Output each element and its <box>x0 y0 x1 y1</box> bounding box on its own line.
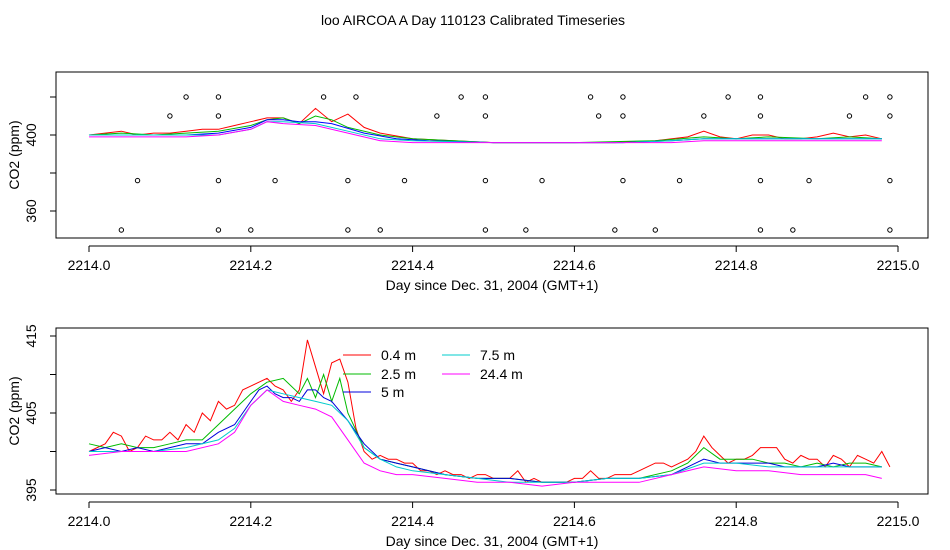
data-point <box>215 227 222 233</box>
data-point <box>118 227 125 233</box>
y-axis-label-1: CO2 (ppm) <box>6 120 22 189</box>
series-lines-2 <box>88 339 891 487</box>
x-axis-2: 2214.0 2214.2 2214.4 2214.6 2214.8 2215.0 <box>68 501 920 529</box>
data-point <box>725 94 731 100</box>
y-axis-label-2: CO2 (ppm) <box>6 376 22 445</box>
y-tick-label: 415 <box>23 324 39 348</box>
data-point <box>215 113 222 119</box>
chart-title: loo AIRCOA A Day 110123 Calibrated Times… <box>321 12 625 28</box>
data-point <box>320 94 327 100</box>
data-point <box>377 227 383 233</box>
y-tick-label: 360 <box>23 199 39 223</box>
x-tick-label: 2215.0 <box>877 513 920 529</box>
data-point <box>757 113 764 119</box>
x-axis-label-1: Day since Dec. 31, 2004 (GMT+1) <box>386 277 599 293</box>
x-tick-label: 2214.0 <box>68 257 111 273</box>
y-tick-label: 395 <box>23 478 39 502</box>
data-point <box>183 94 189 100</box>
data-point <box>887 227 893 233</box>
legend-label: 24.4 m <box>480 366 523 382</box>
data-point <box>482 177 489 184</box>
x-tick-label: 2215.0 <box>877 257 920 273</box>
data-point <box>757 177 764 184</box>
x-tick-label: 2214.2 <box>229 257 272 273</box>
y-tick-label: 400 <box>23 123 39 147</box>
x-tick-label: 2214.8 <box>715 513 758 529</box>
data-point <box>167 113 173 119</box>
legend-label: 5 m <box>381 384 404 400</box>
data-point <box>215 94 222 100</box>
data-point <box>862 94 869 100</box>
data-point <box>620 94 626 100</box>
x-tick-label: 2214.2 <box>229 513 272 529</box>
legend-label: 0.4 m <box>381 347 416 363</box>
data-point <box>134 177 141 184</box>
x-tick-label: 2214.4 <box>391 513 434 529</box>
series-line <box>88 389 882 487</box>
series-lines-1 <box>88 107 882 144</box>
legend-label: 2.5 m <box>381 366 416 382</box>
data-point <box>353 94 359 100</box>
data-point <box>587 94 594 100</box>
y-axis-2: 395 405 415 <box>23 324 57 502</box>
x-tick-label: 2214.6 <box>553 257 596 273</box>
panel-2: 2214.0 2214.2 2214.4 2214.6 2214.8 2215.0 395… <box>6 324 929 549</box>
data-point <box>482 94 489 100</box>
y-tick-label: 405 <box>23 401 39 425</box>
data-point <box>482 113 489 119</box>
panel-1: 2214.0 2214.2 2214.4 2214.6 2214.8 2215.0 360… <box>6 71 929 293</box>
legend: 0.4 m 2.5 m 5 m 7.5 m 24.4 m <box>343 347 523 400</box>
data-point <box>458 94 464 100</box>
x-axis-1: 2214.0 2214.2 2214.4 2214.6 2214.8 2215.0 <box>68 245 920 273</box>
data-point <box>676 177 683 184</box>
data-point <box>248 227 254 233</box>
data-point <box>595 113 602 119</box>
legend-label: 7.5 m <box>480 347 515 363</box>
y-axis-1: 360 400 <box>23 96 57 223</box>
data-point <box>620 177 626 184</box>
series-line <box>89 389 882 483</box>
data-point <box>887 113 893 119</box>
data-point <box>887 94 893 100</box>
x-tick-label: 2214.8 <box>715 257 758 273</box>
data-point <box>215 177 222 184</box>
data-point <box>701 113 707 119</box>
data-point <box>757 227 764 233</box>
data-point <box>757 94 764 100</box>
data-point <box>612 227 618 233</box>
points-1 <box>118 94 893 233</box>
data-point <box>345 177 351 184</box>
data-point <box>846 113 853 119</box>
x-tick-label: 2214.0 <box>68 513 111 529</box>
series-line <box>88 115 882 144</box>
data-point <box>482 227 489 233</box>
data-point <box>434 113 440 119</box>
data-point <box>806 177 812 184</box>
data-point <box>401 177 408 184</box>
data-point <box>652 227 658 233</box>
plot-frame-1 <box>55 71 929 239</box>
data-point <box>539 177 545 184</box>
data-point <box>523 227 529 233</box>
x-tick-label: 2214.4 <box>391 257 434 273</box>
x-tick-label: 2214.6 <box>553 513 596 529</box>
series-line <box>89 121 882 144</box>
data-point <box>887 177 893 184</box>
data-point <box>620 113 626 119</box>
data-point <box>345 227 351 233</box>
data-point <box>790 227 796 233</box>
series-line <box>89 121 882 144</box>
data-point <box>272 177 278 184</box>
x-axis-label-2: Day since Dec. 31, 2004 (GMT+1) <box>386 533 599 549</box>
